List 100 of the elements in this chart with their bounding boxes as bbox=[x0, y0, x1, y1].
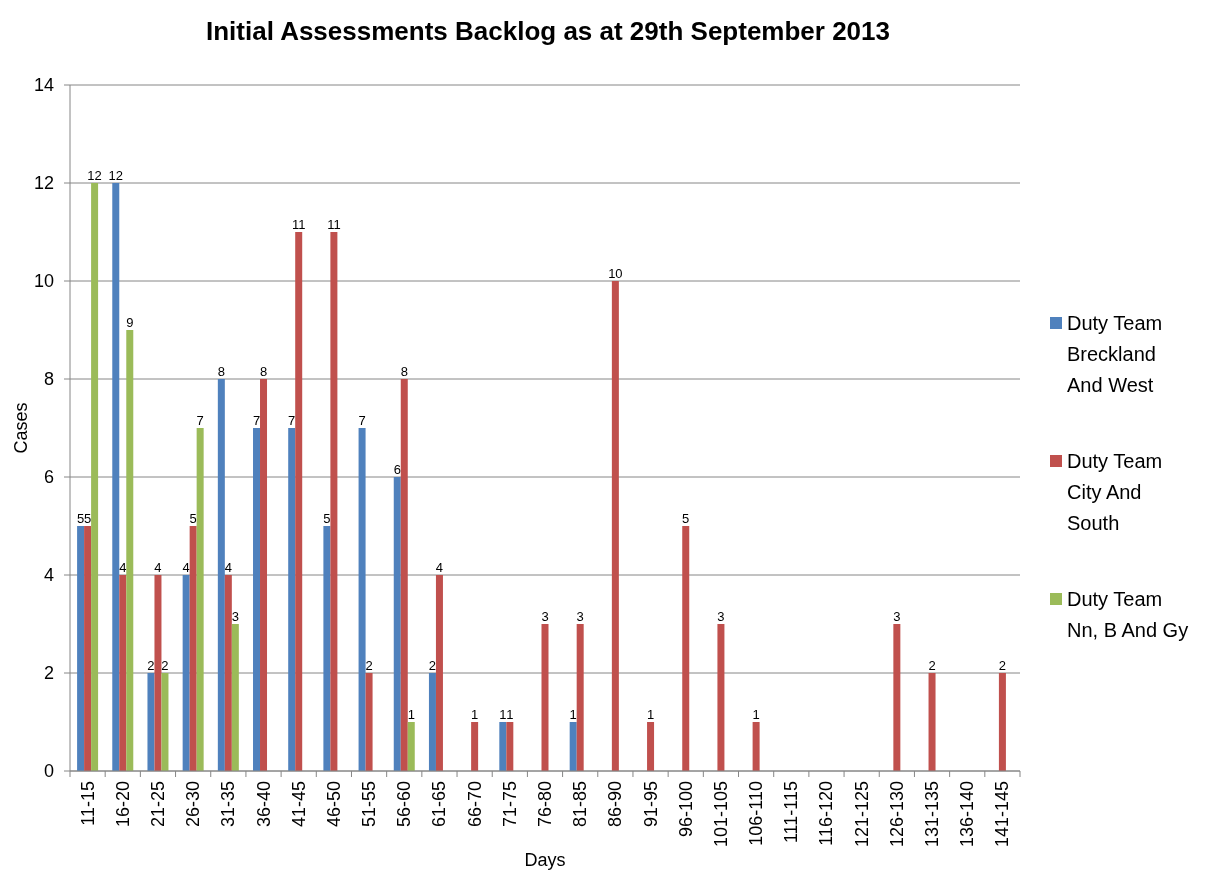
data-label: 1 bbox=[752, 707, 760, 722]
data-label: 1 bbox=[506, 707, 514, 722]
data-label: 3 bbox=[717, 609, 725, 624]
bar bbox=[154, 575, 162, 771]
x-tick-label: 46-50 bbox=[323, 781, 344, 828]
data-label: 5 bbox=[682, 511, 690, 526]
x-tick-label: 16-20 bbox=[112, 781, 133, 828]
data-label: 5 bbox=[189, 511, 197, 526]
x-tick-label: 121-125 bbox=[851, 781, 872, 848]
x-tick-label: 111-115 bbox=[781, 781, 802, 844]
bar bbox=[253, 428, 261, 771]
bar bbox=[330, 232, 338, 771]
x-tick-label: 36-40 bbox=[253, 781, 274, 828]
bar bbox=[217, 379, 225, 771]
bar bbox=[471, 722, 479, 771]
bar bbox=[576, 624, 584, 771]
x-tick-label: 71-75 bbox=[499, 781, 520, 828]
x-tick-label: 96-100 bbox=[675, 781, 696, 838]
data-label: 3 bbox=[576, 609, 584, 624]
data-label: 7 bbox=[196, 413, 204, 428]
x-axis-title: Days bbox=[524, 850, 566, 870]
bar bbox=[682, 526, 690, 771]
x-tick-label: 26-30 bbox=[183, 781, 204, 828]
data-label: 11 bbox=[291, 217, 306, 232]
x-tick-label: 101-105 bbox=[710, 781, 731, 848]
data-label: 2 bbox=[928, 658, 936, 673]
data-label: 4 bbox=[182, 560, 190, 575]
data-label: 8 bbox=[259, 364, 268, 379]
bar bbox=[752, 722, 760, 771]
data-label: 4 bbox=[435, 560, 444, 575]
bar bbox=[323, 526, 331, 771]
bar bbox=[506, 722, 514, 771]
bar bbox=[84, 526, 92, 771]
data-label: 4 bbox=[224, 560, 232, 575]
y-tick-label: 0 bbox=[43, 761, 54, 781]
data-label: 4 bbox=[154, 560, 162, 575]
data-label: 12 bbox=[87, 168, 102, 183]
bar bbox=[358, 428, 366, 771]
data-label: 5 bbox=[323, 511, 331, 526]
data-label: 10 bbox=[608, 266, 623, 281]
x-tick-label: 66-70 bbox=[464, 781, 485, 828]
data-label: 2 bbox=[161, 658, 169, 673]
data-label: 1 bbox=[646, 707, 655, 722]
data-label: 2 bbox=[998, 658, 1007, 673]
bar bbox=[541, 624, 549, 771]
data-label: 8 bbox=[217, 364, 225, 379]
bar bbox=[893, 624, 901, 771]
legend-label: Duty Team Breckland And West bbox=[1067, 312, 1163, 396]
bar bbox=[400, 379, 408, 771]
bar bbox=[119, 575, 127, 771]
data-label: 4 bbox=[119, 560, 127, 575]
x-tick-label: 21-25 bbox=[147, 781, 168, 828]
data-label: 3 bbox=[893, 609, 901, 624]
x-tick-label: 51-55 bbox=[359, 781, 380, 828]
bar bbox=[147, 673, 155, 771]
x-tick-label: 116-120 bbox=[816, 781, 837, 846]
bar bbox=[288, 428, 296, 771]
bar bbox=[189, 526, 197, 771]
data-label: 5 bbox=[76, 511, 85, 526]
bar bbox=[126, 330, 134, 771]
y-tick-label: 10 bbox=[33, 271, 54, 291]
x-tick-label: 136-140 bbox=[957, 781, 978, 848]
x-tick-label: 61-65 bbox=[429, 781, 450, 828]
x-tick-label: 76-80 bbox=[535, 781, 555, 828]
bar bbox=[196, 428, 204, 771]
data-label: 7 bbox=[358, 413, 366, 428]
x-tick-label: 106-110 bbox=[746, 781, 767, 846]
bar bbox=[407, 722, 415, 771]
bar bbox=[393, 477, 401, 771]
bar bbox=[499, 722, 507, 771]
bar bbox=[182, 575, 190, 771]
x-tick-label: 91-95 bbox=[640, 781, 661, 828]
bar bbox=[77, 526, 85, 771]
data-label: 3 bbox=[541, 609, 549, 624]
bar bbox=[611, 281, 619, 771]
x-tick-label: 41-45 bbox=[288, 781, 309, 828]
y-tick-label: 2 bbox=[43, 663, 54, 683]
data-label: 7 bbox=[252, 413, 261, 428]
data-label: 2 bbox=[365, 658, 373, 673]
data-label: 12 bbox=[108, 168, 124, 183]
y-tick-label: 6 bbox=[43, 467, 54, 487]
data-label: 2 bbox=[428, 658, 437, 673]
bar bbox=[112, 183, 120, 771]
data-label: 11 bbox=[327, 217, 341, 232]
data-label: 5 bbox=[83, 511, 92, 526]
data-label: 1 bbox=[499, 707, 507, 722]
x-tick-label: 141-145 bbox=[992, 781, 1013, 848]
bar bbox=[998, 673, 1006, 771]
y-axis-title: Cases bbox=[11, 402, 31, 454]
x-tick-label: 86-90 bbox=[605, 781, 626, 828]
legend-label: Duty Team City And South bbox=[1067, 450, 1163, 534]
data-label: 8 bbox=[400, 364, 408, 379]
data-label: 1 bbox=[569, 707, 577, 722]
data-label: 2 bbox=[147, 658, 155, 673]
x-tick-label: 11-15 bbox=[77, 781, 98, 826]
bar bbox=[717, 624, 725, 771]
bar bbox=[224, 575, 232, 771]
y-tick-label: 12 bbox=[33, 173, 54, 193]
bar bbox=[91, 183, 99, 771]
x-tick-label: 126-130 bbox=[886, 781, 907, 848]
